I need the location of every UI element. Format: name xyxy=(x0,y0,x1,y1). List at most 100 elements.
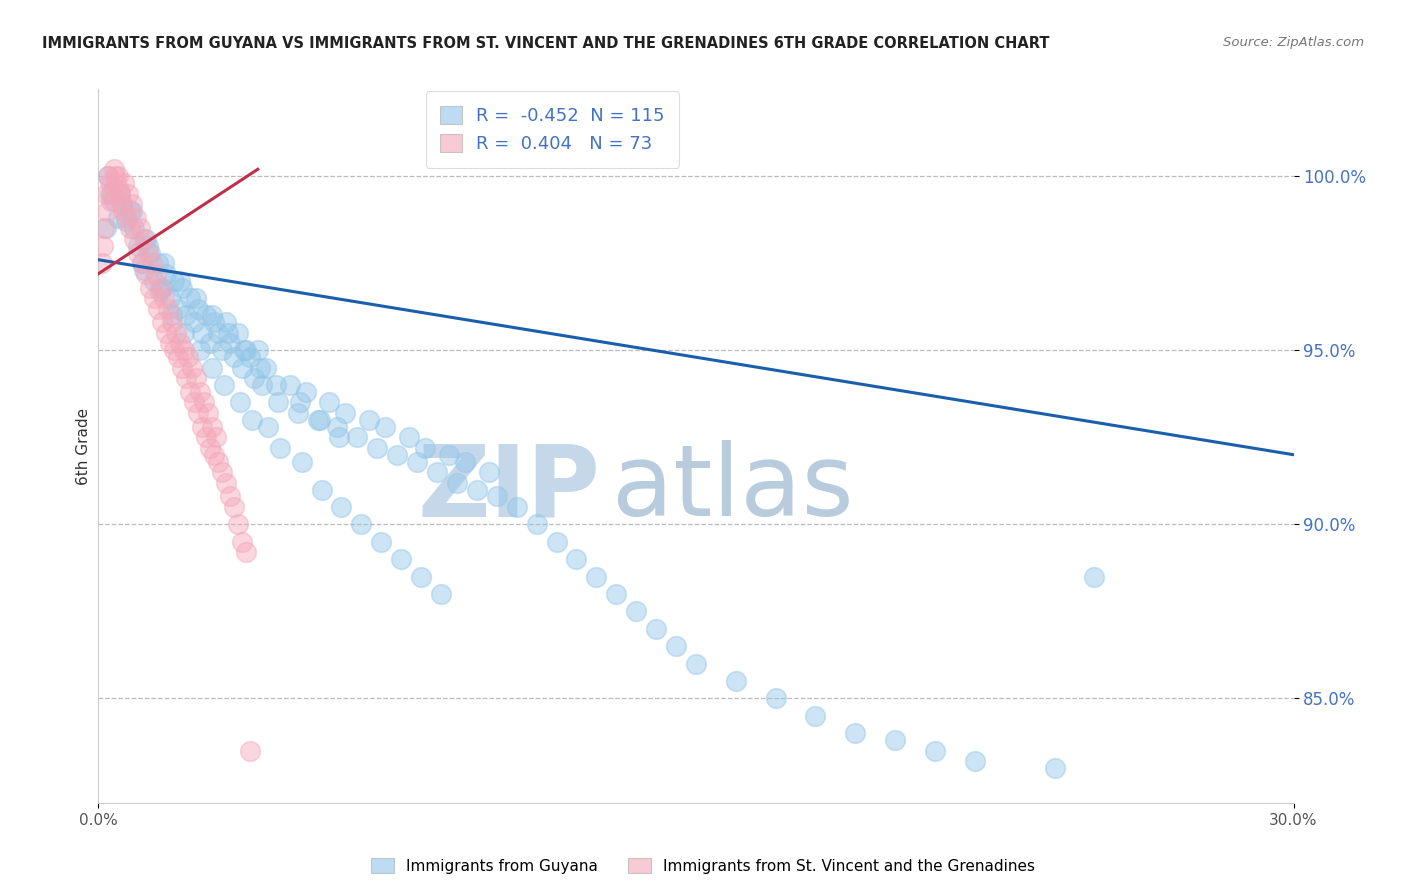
Point xyxy=(91,256,114,270)
Point xyxy=(93,221,115,235)
Point xyxy=(765,691,787,706)
Point xyxy=(366,441,388,455)
Point xyxy=(924,743,946,757)
Point xyxy=(430,587,453,601)
Point xyxy=(385,448,409,462)
Point xyxy=(526,517,548,532)
Point xyxy=(121,197,143,211)
Legend: Immigrants from Guyana, Immigrants from St. Vincent and the Grenadines: Immigrants from Guyana, Immigrants from … xyxy=(364,852,1042,880)
Point xyxy=(159,336,181,351)
Point xyxy=(249,360,271,375)
Point xyxy=(174,371,197,385)
Point xyxy=(370,534,392,549)
Text: Source: ZipAtlas.com: Source: ZipAtlas.com xyxy=(1223,36,1364,49)
Point xyxy=(229,395,252,409)
Point xyxy=(129,221,152,235)
Point xyxy=(111,197,134,211)
Point xyxy=(174,309,197,323)
Point xyxy=(115,214,138,228)
Point xyxy=(172,280,194,294)
Point xyxy=(134,263,156,277)
Point xyxy=(231,534,253,549)
Point xyxy=(294,385,316,400)
Point xyxy=(605,587,627,601)
Point xyxy=(124,232,146,246)
Point xyxy=(163,343,186,358)
Point xyxy=(288,395,311,409)
Point xyxy=(191,420,214,434)
Text: IMMIGRANTS FROM GUYANA VS IMMIGRANTS FROM ST. VINCENT AND THE GRENADINES 6TH GRA: IMMIGRANTS FROM GUYANA VS IMMIGRANTS FRO… xyxy=(42,36,1050,51)
Point xyxy=(149,280,172,294)
Point xyxy=(139,245,162,260)
Point xyxy=(115,211,138,225)
Point xyxy=(724,673,747,688)
Point xyxy=(328,430,350,444)
Point xyxy=(844,726,866,740)
Point xyxy=(188,343,211,358)
Point xyxy=(1083,569,1105,583)
Point xyxy=(153,291,176,305)
Point xyxy=(169,274,191,288)
Point xyxy=(148,256,170,270)
Point xyxy=(110,186,132,201)
Point xyxy=(197,406,219,420)
Point xyxy=(585,569,607,583)
Point xyxy=(406,455,429,469)
Text: atlas: atlas xyxy=(612,441,853,537)
Point xyxy=(172,360,194,375)
Point xyxy=(107,169,129,184)
Point xyxy=(124,221,146,235)
Point xyxy=(155,267,177,281)
Point xyxy=(160,315,183,329)
Point xyxy=(198,441,221,455)
Point xyxy=(181,360,204,375)
Legend: R =  -0.452  N = 115, R =  0.404   N = 73: R = -0.452 N = 115, R = 0.404 N = 73 xyxy=(426,91,679,168)
Point xyxy=(201,420,224,434)
Point xyxy=(105,176,128,190)
Point xyxy=(103,194,125,208)
Point xyxy=(191,326,214,340)
Point xyxy=(884,733,907,747)
Point xyxy=(290,455,312,469)
Point xyxy=(201,360,224,375)
Point xyxy=(179,291,201,305)
Point xyxy=(98,176,122,190)
Point xyxy=(104,169,127,184)
Point xyxy=(134,232,156,246)
Point xyxy=(183,395,205,409)
Point xyxy=(120,204,142,219)
Point xyxy=(153,256,176,270)
Point xyxy=(1043,761,1066,775)
Point xyxy=(215,475,238,490)
Point xyxy=(235,545,257,559)
Point xyxy=(239,743,262,757)
Point xyxy=(169,336,191,351)
Point xyxy=(485,490,508,504)
Point xyxy=(184,371,207,385)
Point xyxy=(195,309,218,323)
Point xyxy=(188,385,211,400)
Point xyxy=(307,413,329,427)
Point xyxy=(454,455,477,469)
Text: ZIP: ZIP xyxy=(418,441,600,537)
Point xyxy=(437,448,460,462)
Point xyxy=(232,343,254,358)
Point xyxy=(112,176,135,190)
Point xyxy=(346,430,368,444)
Point xyxy=(335,406,357,420)
Point xyxy=(211,343,233,358)
Point xyxy=(250,378,273,392)
Point xyxy=(350,517,373,532)
Point xyxy=(359,413,381,427)
Point xyxy=(163,274,186,288)
Point xyxy=(311,483,333,497)
Point xyxy=(565,552,588,566)
Point xyxy=(143,274,166,288)
Point xyxy=(184,291,207,305)
Point xyxy=(235,343,257,358)
Point xyxy=(127,239,149,253)
Point xyxy=(411,569,433,583)
Point xyxy=(239,350,262,364)
Point xyxy=(645,622,668,636)
Point xyxy=(222,350,245,364)
